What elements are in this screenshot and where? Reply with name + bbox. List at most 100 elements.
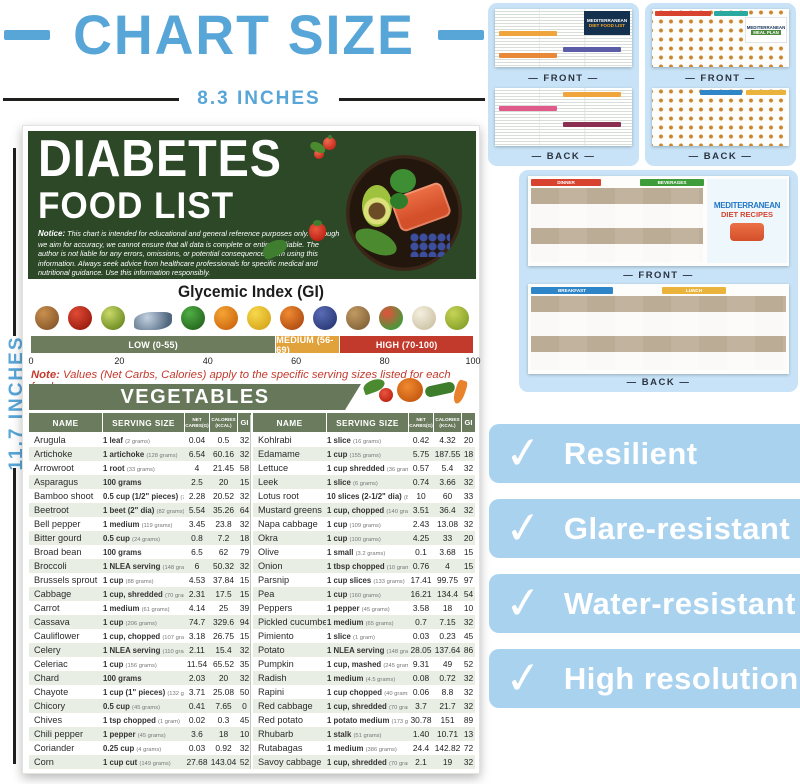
- salmon-icon: [730, 223, 764, 241]
- cell-value: 33: [442, 533, 453, 543]
- cell-value: 1 medium (65 grams): [327, 617, 394, 627]
- food-name: Edamame: [258, 449, 300, 459]
- cell-value: 4.53: [188, 575, 206, 585]
- blueberries-icon: [313, 306, 337, 330]
- cell-value: 1 cup (109 grams): [327, 519, 381, 529]
- cell-value: 32: [463, 687, 474, 697]
- glycemic-index-title: Glycemic Index (GI): [177, 282, 325, 301]
- cell-value: 86: [463, 645, 474, 655]
- table-row: Cabbage 1 cup, shredded (70 grams) 2.31 17.…: [29, 587, 251, 601]
- cell-value: 2.28: [188, 491, 206, 501]
- cell-value: 32: [239, 673, 250, 683]
- cell-value: 100 grams: [103, 673, 142, 683]
- avocado-icon: [362, 185, 392, 227]
- cell-value: 1 cup, chopped (140 grams): [327, 505, 408, 515]
- gi-band-medium: MEDIUM (56-69): [276, 335, 341, 355]
- cell-value: 0.41: [188, 701, 206, 711]
- cell-value: 2.1: [415, 757, 427, 767]
- strawberry-icon: [309, 220, 326, 241]
- cell-value: 32: [463, 673, 474, 683]
- gi-food-icons-row: [35, 303, 469, 330]
- cell-value: 1 tsp chopped (1 gram): [103, 715, 180, 725]
- front-label: — FRONT —: [528, 73, 599, 84]
- pumpkin-icon: [280, 306, 304, 330]
- food-name: Lettuce: [258, 463, 289, 473]
- table-row: Chard 100 grams 2.03 20 32: [29, 671, 251, 685]
- cell-value: 3.58: [412, 603, 430, 613]
- cell-value: 4: [445, 561, 450, 571]
- cell-value: 1 cup (100 grams): [327, 533, 381, 543]
- back-label: — BACK —: [531, 151, 596, 162]
- cell-value: 8.8: [441, 687, 454, 697]
- cell-value: 15: [239, 631, 250, 641]
- cell-value: 1 cup (206 grams): [103, 617, 157, 627]
- food-name: Broccoli: [34, 561, 67, 571]
- food-name: Corn: [34, 757, 54, 767]
- back-label: — BACK —: [688, 151, 753, 162]
- cell-value: 1 slice (1 gram): [327, 631, 375, 641]
- cell-value: 36.4: [439, 505, 456, 515]
- cucumber-icon: [424, 381, 456, 398]
- front-label: — FRONT —: [685, 73, 756, 84]
- cell-value: 45: [463, 631, 474, 641]
- cell-value: 23.8: [215, 519, 232, 529]
- cell-value: 10: [416, 491, 426, 501]
- table-row: Edamame 1 cup (155 grams) 5.75 187.55 18: [253, 447, 475, 461]
- food-name: Bitter gourd: [34, 533, 82, 543]
- cell-value: 89: [463, 715, 474, 725]
- cell-value: 30.78: [410, 715, 432, 725]
- food-name: Chili pepper: [34, 729, 84, 739]
- feature-badge-water-resistant: ✓ Water-resistant: [489, 574, 800, 633]
- almonds-icon: [35, 306, 59, 330]
- cell-value: 3.45: [188, 519, 206, 529]
- cell-value: 37.84: [213, 575, 234, 585]
- cell-value: 0.57: [412, 463, 430, 473]
- column-header: SERVING SIZE: [327, 413, 408, 432]
- cell-value: 32: [239, 561, 250, 571]
- food-name: Lotus root: [258, 491, 299, 501]
- cell-value: 2.5: [191, 477, 203, 487]
- table-row: Potato 1 NLEA serving (148 grams)28.05137…: [253, 643, 475, 657]
- section-chip: DINNER: [531, 179, 601, 186]
- food-name: Kohlrabi: [258, 435, 292, 445]
- cell-value: 134.4: [437, 589, 458, 599]
- cell-value: 7.15: [439, 617, 456, 627]
- cell-value: 1 slice (16 grams): [327, 435, 382, 445]
- food-name: Rhubarb: [258, 729, 294, 739]
- broccoli-icon: [390, 169, 416, 193]
- cell-value: 0.5: [217, 435, 230, 445]
- table-row: Parsnip 1 cup slices (133 grams) 17.41 99.7…: [253, 573, 475, 587]
- cell-value: 15: [239, 477, 250, 487]
- cell-value: 1 cup, mashed (245 grams): [327, 659, 408, 669]
- cell-value: 10 slices (2-1/2" dia) (81 grams): [327, 491, 408, 501]
- cell-value: 32: [463, 701, 474, 711]
- cell-value: 24.4: [412, 743, 430, 753]
- food-name: Pimiento: [258, 631, 294, 641]
- cell-value: 1 cup, shredded (70 grams): [327, 701, 408, 711]
- table-row: Broccoli 1 NLEA serving (148 grams) 6 50.32…: [29, 559, 251, 573]
- gallery-card-diet-food-list: MEDITERRANEAN DIET FOOD LIST — FRONT — —…: [488, 3, 639, 166]
- food-name: Cassava: [34, 617, 70, 627]
- section-chip: [563, 122, 621, 127]
- cell-value: 1 root (33 grams): [103, 463, 155, 473]
- table-row: Onion 1 tbsp chopped (10 grams) 0.76 4 15: [253, 559, 475, 573]
- poster-subtitle: FOOD LIST: [38, 185, 235, 226]
- cell-value: 1 cup shredded (36 grams): [327, 463, 408, 473]
- thumbnail-back: [495, 88, 632, 146]
- cell-value: 15: [463, 547, 474, 557]
- section-chip: BREAKFAST: [531, 287, 613, 294]
- cell-value: 15: [239, 589, 250, 599]
- food-name: Olive: [258, 547, 279, 557]
- section-chip: [499, 53, 557, 58]
- vegetables-illustration: [361, 376, 475, 410]
- food-name: Arrowroot: [34, 463, 74, 473]
- cell-value: 1 cup (160 grams): [327, 589, 381, 599]
- cell-value: 1 artichoke (128 grams): [103, 449, 178, 459]
- cell-value: 0.03: [188, 743, 206, 753]
- cell-value: 10: [463, 603, 474, 613]
- table-row: Brussels sprout 1 cup (88 grams) 4.53 37.84…: [29, 573, 251, 587]
- food-name: Leek: [258, 477, 278, 487]
- cell-value: 99.75: [437, 575, 458, 585]
- cell-value: 1 beet (2" dia) (82 grams): [103, 505, 184, 515]
